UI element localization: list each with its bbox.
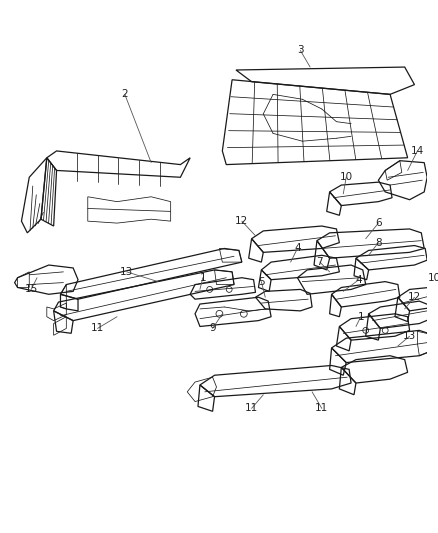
Text: 1: 1 <box>200 273 206 282</box>
Text: 12: 12 <box>408 292 421 302</box>
Text: 9: 9 <box>209 324 216 334</box>
Text: 1: 1 <box>357 312 364 322</box>
Text: 12: 12 <box>235 216 248 226</box>
Text: 13: 13 <box>120 267 134 277</box>
Text: 10: 10 <box>427 273 438 282</box>
Text: 11: 11 <box>91 324 104 334</box>
Text: 7: 7 <box>317 257 323 267</box>
Text: 10: 10 <box>339 172 353 182</box>
Text: 11: 11 <box>245 403 258 414</box>
Text: 15: 15 <box>25 285 38 294</box>
Text: 5: 5 <box>258 277 265 287</box>
Text: 8: 8 <box>375 238 381 248</box>
Text: 11: 11 <box>315 403 328 414</box>
Text: 4: 4 <box>356 274 362 285</box>
Text: 3: 3 <box>297 45 304 55</box>
Text: 2: 2 <box>121 90 128 99</box>
Text: 14: 14 <box>411 146 424 156</box>
Text: 4: 4 <box>294 244 301 254</box>
Text: 6: 6 <box>375 218 381 228</box>
Text: 13: 13 <box>403 331 416 341</box>
